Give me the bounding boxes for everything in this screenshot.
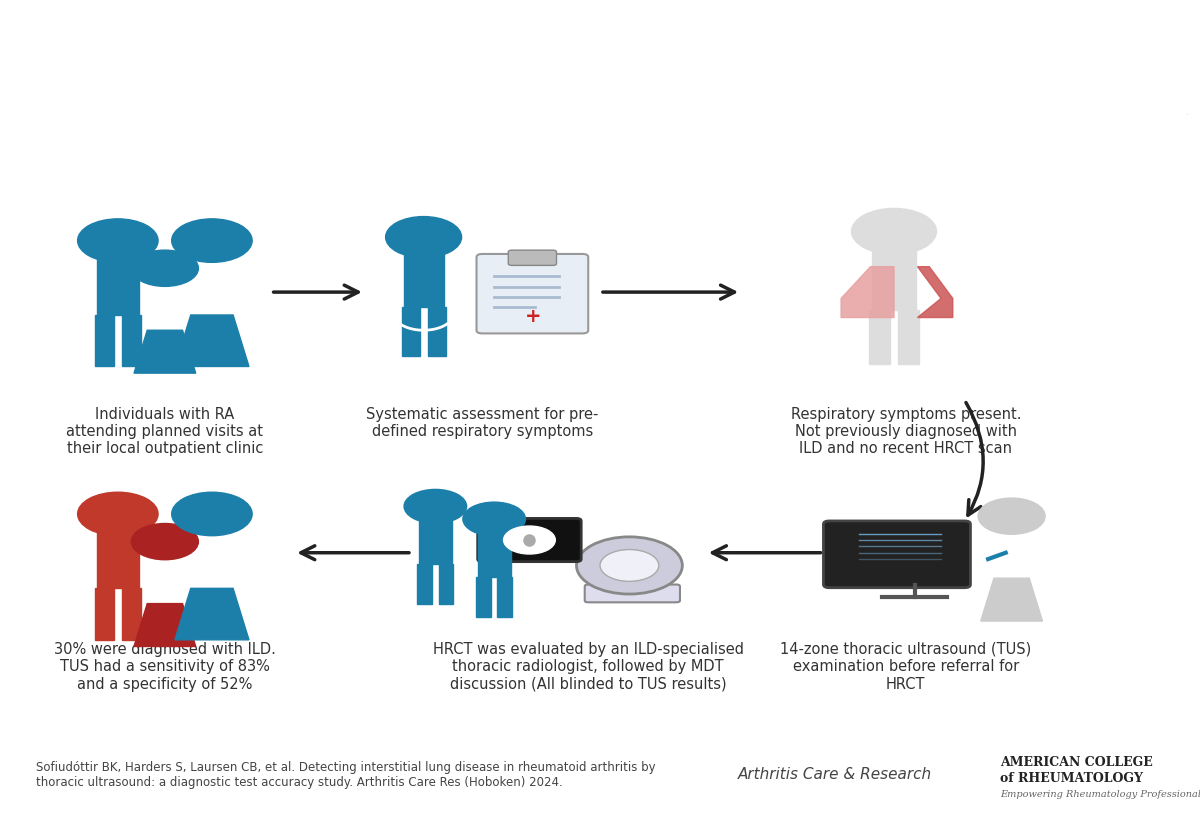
Circle shape <box>78 492 158 535</box>
Bar <box>899 310 918 364</box>
Text: of RHEUMATOLOGY: of RHEUMATOLOGY <box>1000 772 1142 785</box>
Circle shape <box>404 490 467 523</box>
Text: HRCT was evaluated by an ILD-specialised
thoracic radiologist, followed by MDT
d: HRCT was evaluated by an ILD-specialised… <box>433 641 744 692</box>
Bar <box>498 577 512 617</box>
FancyBboxPatch shape <box>6 112 1192 753</box>
Bar <box>97 531 139 588</box>
Bar <box>95 315 114 367</box>
Polygon shape <box>134 330 196 373</box>
FancyBboxPatch shape <box>509 250 557 266</box>
Circle shape <box>172 492 252 535</box>
Circle shape <box>978 498 1045 535</box>
Polygon shape <box>175 315 248 367</box>
Polygon shape <box>980 578 1043 621</box>
Text: 30% were diagnosed with ILD.
TUS had a sensitivity of 83%
and a specificity of 5: 30% were diagnosed with ILD. TUS had a s… <box>54 641 276 692</box>
Bar <box>419 520 452 564</box>
Circle shape <box>385 217 462 258</box>
FancyBboxPatch shape <box>823 521 971 588</box>
Circle shape <box>600 549 659 581</box>
Bar <box>122 315 142 367</box>
FancyBboxPatch shape <box>584 584 680 602</box>
Text: Individuals with RA
attending planned visits at
their local outpatient clinic: Individuals with RA attending planned vi… <box>66 407 263 456</box>
Bar <box>95 588 114 640</box>
Polygon shape <box>918 267 953 318</box>
Circle shape <box>131 523 198 560</box>
Text: Arthritis Care & Research: Arthritis Care & Research <box>738 767 932 782</box>
Bar <box>871 249 917 310</box>
Bar <box>97 258 139 315</box>
Polygon shape <box>175 588 248 640</box>
Text: Ultrasound (AURORA). A Diagnostic Test Accuracy Study: Ultrasound (AURORA). A Diagnostic Test A… <box>160 68 1040 97</box>
Bar <box>870 310 889 364</box>
Bar <box>478 532 511 577</box>
Text: +: + <box>524 306 541 326</box>
Text: Sofiudóttir BK, Harders S, Laursen CB, et al. Detecting interstitial lung diseas: Sofiudóttir BK, Harders S, Laursen CB, e… <box>36 760 655 789</box>
Bar <box>439 564 454 604</box>
Text: Systematic assessment for pre-
defined respiratory symptoms: Systematic assessment for pre- defined r… <box>366 407 599 439</box>
Bar <box>476 577 491 617</box>
Circle shape <box>78 219 158 262</box>
Text: Respiratory symptoms present.
Not previously diagnosed with
ILD and no recent HR: Respiratory symptoms present. Not previo… <box>791 407 1021 456</box>
Bar <box>122 588 142 640</box>
Circle shape <box>576 537 683 594</box>
FancyBboxPatch shape <box>476 254 588 333</box>
Polygon shape <box>841 267 894 318</box>
FancyBboxPatch shape <box>478 518 581 562</box>
Circle shape <box>131 250 198 286</box>
Text: AMERICAN COLLEGE: AMERICAN COLLEGE <box>1000 756 1152 769</box>
Bar <box>427 307 445 356</box>
Text: Empowering Rheumatology Professionals: Empowering Rheumatology Professionals <box>1000 790 1200 799</box>
Bar <box>418 564 432 604</box>
Polygon shape <box>134 604 196 646</box>
Circle shape <box>172 219 252 262</box>
Text: 14-zone thoracic ultrasound (TUS)
examination before referral for
HRCT: 14-zone thoracic ultrasound (TUS) examin… <box>780 641 1031 692</box>
Circle shape <box>463 502 526 536</box>
Circle shape <box>504 526 556 554</box>
Text: Detecting Interstitial Lung Disease in Rheumatoid Arthritis by Thoracic: Detecting Interstitial Lung Disease in R… <box>42 26 1158 55</box>
Bar <box>403 253 444 307</box>
Bar <box>402 307 420 356</box>
Circle shape <box>852 209 936 254</box>
